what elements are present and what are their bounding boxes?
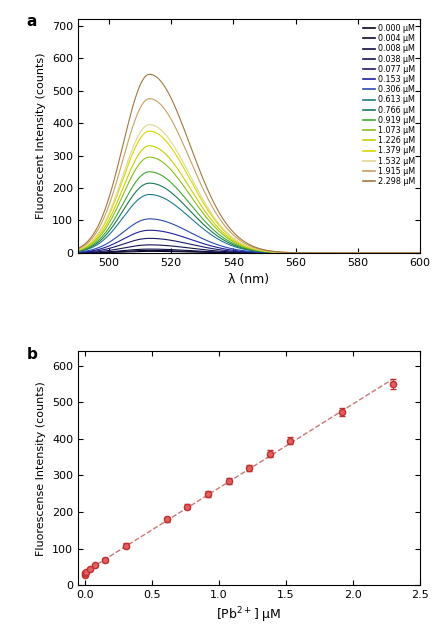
X-axis label: λ (nm): λ (nm)	[229, 273, 269, 286]
Legend: 0.000 μM, 0.004 μM, 0.008 μM, 0.038 μM, 0.077 μM, 0.153 μM, 0.306 μM, 0.613 μM, : 0.000 μM, 0.004 μM, 0.008 μM, 0.038 μM, …	[362, 23, 416, 187]
Y-axis label: Fluorescense Intensity (counts): Fluorescense Intensity (counts)	[36, 381, 46, 555]
Text: a: a	[27, 15, 37, 29]
Text: b: b	[27, 347, 38, 361]
Y-axis label: Fluorescent Intensity (counts): Fluorescent Intensity (counts)	[36, 53, 46, 219]
X-axis label: [Pb$^{2+}$] µM: [Pb$^{2+}$] µM	[216, 605, 282, 625]
